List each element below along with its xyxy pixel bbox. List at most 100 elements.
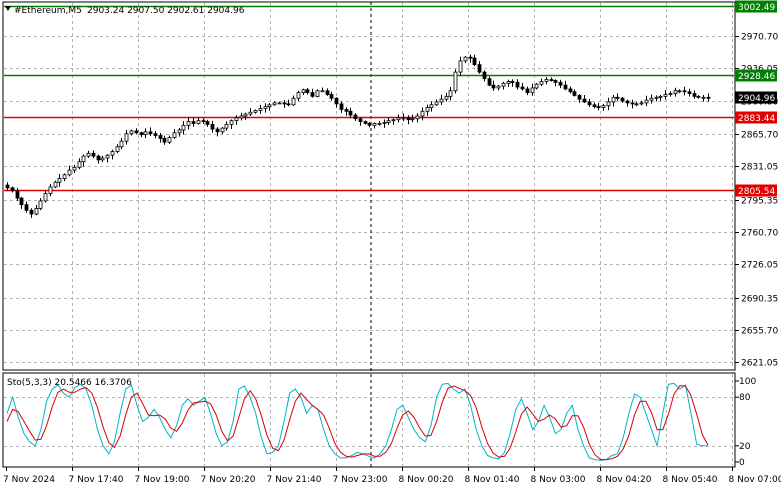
x-tick-label: 7 Nov 2024 <box>3 475 55 485</box>
x-tick-label: 8 Nov 05:40 <box>663 475 718 485</box>
candle-body <box>634 103 639 106</box>
ohlc-values: 2903.24 2907.50 2902.61 2904.96 <box>87 6 245 16</box>
candle-body <box>596 106 601 109</box>
x-tick-label: 8 Nov 04:20 <box>597 475 652 485</box>
candle-body <box>96 155 101 161</box>
candle-body <box>553 80 558 83</box>
candle-body <box>201 120 206 123</box>
candle-body <box>177 129 182 134</box>
time-axis: 7 Nov 2024 7 Nov 17:40 7 Nov 19:00 7 Nov 20… <box>3 467 781 485</box>
stochastic-signal-line <box>6 385 709 461</box>
candle-body <box>649 97 654 101</box>
price-tag <box>735 0 777 13</box>
candle-body <box>239 115 244 119</box>
stochastic-main-line <box>6 382 708 461</box>
candle-body <box>296 92 301 99</box>
candle-body <box>677 90 682 93</box>
candle-body <box>258 108 263 111</box>
candle-body <box>191 121 196 124</box>
candle-body <box>320 90 325 93</box>
candle-body <box>115 146 120 152</box>
candle-body <box>611 96 616 103</box>
candle-body <box>282 102 287 105</box>
candle-body <box>406 117 411 121</box>
price-tag-label: 2883.44 <box>738 114 775 124</box>
y-tick-label: 2655.70 <box>741 327 778 337</box>
candle-body <box>286 103 291 106</box>
candle-body <box>205 121 210 125</box>
candle-body <box>24 204 29 211</box>
candle-body <box>153 133 158 136</box>
candle-body <box>229 120 234 125</box>
candle-body <box>663 94 668 97</box>
candle-body <box>248 111 253 115</box>
candle-body <box>339 103 344 110</box>
candle-body <box>110 151 115 156</box>
candle-body <box>439 98 444 103</box>
candle-body <box>472 57 477 66</box>
candle-body <box>644 99 649 104</box>
candle-body <box>267 104 272 108</box>
price-tag-label: 2928.46 <box>738 72 775 82</box>
stochastic-lines <box>6 382 709 461</box>
candle-body <box>181 124 186 131</box>
candle-body <box>224 123 229 129</box>
candle-body <box>272 102 277 106</box>
price-tag <box>735 69 777 82</box>
candle-body <box>682 90 687 93</box>
candle-body <box>43 193 48 202</box>
candle-body <box>363 121 368 124</box>
candle-body <box>487 78 492 86</box>
candle-body <box>386 120 391 123</box>
horizontal-levels <box>4 5 734 192</box>
price-tag-label: 2805.54 <box>738 187 775 197</box>
price-tags: 3002.49 2928.46 2904.96 2883.44 2805.54 <box>735 0 777 197</box>
candle-body <box>81 155 86 163</box>
candle-body <box>148 131 153 135</box>
x-tick-label: 7 Nov 20:20 <box>201 475 256 485</box>
candle-body <box>530 87 535 94</box>
candle-body <box>301 89 306 94</box>
candle-body <box>220 127 225 133</box>
candle-body <box>172 132 177 138</box>
candle-body <box>15 190 20 199</box>
candle-body <box>539 81 544 85</box>
candle-body <box>515 81 520 88</box>
candle-body <box>124 133 129 142</box>
chart-menu-triangle-icon[interactable] <box>5 6 11 11</box>
candle-body <box>91 152 96 157</box>
candle-body <box>420 110 425 117</box>
candle-body <box>277 102 282 105</box>
candle-body <box>382 122 387 124</box>
y-tick-label: 2621.05 <box>741 359 778 369</box>
x-tick-label: 8 Nov 00:20 <box>399 475 454 485</box>
candle-body <box>100 157 105 161</box>
candle-body <box>263 106 268 109</box>
candle-body <box>67 169 72 176</box>
x-tick-label: 8 Nov 01:40 <box>465 475 520 485</box>
candle-body <box>668 93 673 95</box>
price-tag-label: 3002.49 <box>738 3 775 13</box>
candle-body <box>139 132 144 136</box>
candle-body <box>358 118 363 122</box>
candle-body <box>53 181 58 188</box>
candle-body <box>463 56 468 62</box>
y-tick-label: 2831.05 <box>741 163 778 173</box>
candle-body <box>391 119 396 122</box>
candle-body <box>377 123 382 125</box>
candle-body <box>415 115 420 120</box>
candle-body <box>706 96 711 99</box>
x-tick-label: 7 Nov 21:40 <box>267 475 322 485</box>
candle-body <box>620 97 625 102</box>
candle-body <box>625 100 630 104</box>
candle-body <box>501 82 506 87</box>
x-tick-label: 7 Nov 23:00 <box>333 475 388 485</box>
candle-body <box>448 90 453 97</box>
candle-body <box>701 96 706 99</box>
candle-body <box>19 197 24 206</box>
candle-body <box>234 117 239 122</box>
candle-body <box>215 128 220 133</box>
candle-body <box>86 152 91 157</box>
